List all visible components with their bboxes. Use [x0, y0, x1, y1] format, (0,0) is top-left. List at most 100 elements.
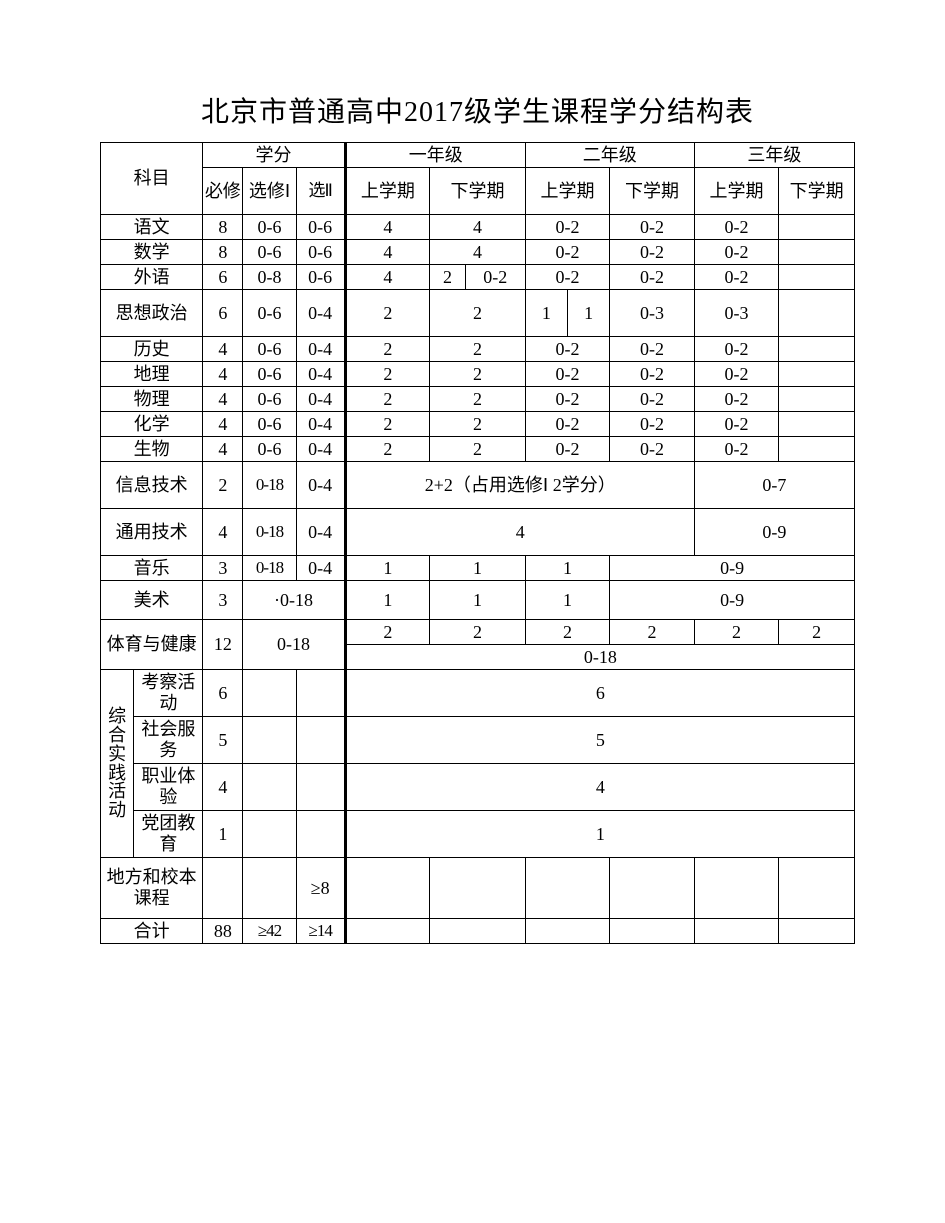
cell: 0-6 — [243, 337, 296, 362]
cell: 0-4 — [296, 462, 345, 509]
cell: 2 — [430, 387, 526, 412]
cell: 0-18 — [243, 462, 296, 509]
cell: 2 — [610, 620, 695, 645]
cell: 0-6 — [243, 362, 296, 387]
cell: 0-2 — [610, 437, 695, 462]
row-yinyue: 音乐 3 0-18 0-4 1 1 1 0-9 — [101, 556, 855, 581]
g3-s2: 下学期 — [779, 168, 855, 215]
subj-dili: 地理 — [101, 362, 203, 387]
row-tongyong: 通用技术 4 0-18 0-4 4 0-9 — [101, 509, 855, 556]
row-xinxi: 信息技术 2 0-18 0-4 2+2（占用选修Ⅰ 2学分） 0-7 — [101, 462, 855, 509]
cell: 8 — [203, 215, 243, 240]
cell — [203, 858, 243, 919]
cell: 6 — [345, 670, 854, 717]
cell — [525, 919, 610, 944]
cell: 0-9 — [610, 556, 855, 581]
cell — [779, 919, 855, 944]
row-yuwen: 语文 8 0-6 0-6 4 4 0-2 0-2 0-2 — [101, 215, 855, 240]
cell: 2 — [430, 337, 526, 362]
cell: 0-2 — [610, 387, 695, 412]
cell: 0-18 — [243, 509, 296, 556]
row-zonghe-shehui: 社会服务 5 5 — [101, 717, 855, 764]
cell: 4 — [345, 265, 430, 290]
cell: 0-4 — [296, 509, 345, 556]
cell: 0-2 — [525, 265, 610, 290]
cell: 0-2 — [694, 240, 779, 265]
row-dili: 地理 4 0-6 0-4 2 2 0-2 0-2 0-2 — [101, 362, 855, 387]
cell: 0-3 — [610, 290, 695, 337]
col-g1: 一年级 — [345, 143, 525, 168]
cell: 0-6 — [243, 387, 296, 412]
cell: 1 — [345, 556, 430, 581]
row-zonghe-zhiye: 职业体验 4 4 — [101, 764, 855, 811]
col-req: 必修 — [203, 168, 243, 215]
cell: 0-2 — [694, 437, 779, 462]
col-g2: 二年级 — [525, 143, 694, 168]
cell: 0-6 — [243, 437, 296, 462]
cell: 2 — [430, 290, 526, 337]
cell — [430, 919, 526, 944]
cell: 0-3 — [694, 290, 779, 337]
cell: 2 — [345, 387, 430, 412]
row-waiyu: 外语 6 0-8 0-6 4 2 0-2 0-2 0-2 0-2 — [101, 265, 855, 290]
subj-dangtuan: 党团教育 — [134, 811, 203, 858]
cell: 0-2 — [694, 265, 779, 290]
cell: 4 — [430, 240, 526, 265]
cell: 0-2 — [694, 412, 779, 437]
cell: 0-2 — [525, 240, 610, 265]
cell: 0-18 — [345, 645, 854, 670]
cell: 1 — [345, 811, 854, 858]
cell — [243, 717, 296, 764]
credit-table: 科目 学分 一年级 二年级 三年级 必修 选修Ⅰ 选Ⅱ 上学期 下学期 上学期 … — [100, 142, 855, 944]
cell — [430, 858, 526, 919]
row-wuli: 物理 4 0-6 0-4 2 2 0-2 0-2 0-2 — [101, 387, 855, 412]
cell: 4 — [203, 337, 243, 362]
col-elec2: 选Ⅱ — [296, 168, 345, 215]
cell: 0-4 — [296, 387, 345, 412]
cell: 1 — [525, 290, 567, 337]
subj-kaocha: 考察活动 — [134, 670, 203, 717]
cell: 2 — [525, 620, 610, 645]
cell: 2 — [430, 412, 526, 437]
cell: 0-6 — [243, 290, 296, 337]
cell: 0-18 — [243, 556, 296, 581]
cell: 0-2 — [610, 240, 695, 265]
subj-difang: 地方和校本课程 — [101, 858, 203, 919]
col-subject: 科目 — [101, 143, 203, 215]
row-meishu: 美术 3 ·0-18 1 1 1 0-9 — [101, 581, 855, 620]
cell: 1 — [203, 811, 243, 858]
cell: 2 — [430, 620, 526, 645]
cell: 0-2 — [525, 215, 610, 240]
cell: 0-2 — [610, 265, 695, 290]
cell: 3 — [203, 556, 243, 581]
header-row-1: 科目 学分 一年级 二年级 三年级 — [101, 143, 855, 168]
cell: 0-7 — [694, 462, 854, 509]
cell: 0-8 — [243, 265, 296, 290]
cell: ·0-18 — [243, 581, 345, 620]
cell: 2 — [345, 620, 430, 645]
cell — [296, 764, 345, 811]
cell: 2 — [345, 337, 430, 362]
g1-s2: 下学期 — [430, 168, 526, 215]
cell: 3 — [203, 581, 243, 620]
cell: 0-2 — [694, 215, 779, 240]
cell: 0-2 — [694, 362, 779, 387]
subj-waiyu: 外语 — [101, 265, 203, 290]
row-sixiang: 思想政治 6 0-6 0-4 2 2 1 1 0-3 0-3 — [101, 290, 855, 337]
cell: 0-6 — [296, 265, 345, 290]
cell: 12 — [203, 620, 243, 670]
cell: 2 — [345, 362, 430, 387]
col-elec1: 选修Ⅰ — [243, 168, 296, 215]
row-difang: 地方和校本课程 ≥8 — [101, 858, 855, 919]
cell: 0-2 — [525, 337, 610, 362]
g2-s2: 下学期 — [610, 168, 695, 215]
row-lishi: 历史 4 0-6 0-4 2 2 0-2 0-2 0-2 — [101, 337, 855, 362]
cell — [779, 412, 855, 437]
subj-shuxue: 数学 — [101, 240, 203, 265]
cell: 88 — [203, 919, 243, 944]
cell: 0-2 — [525, 412, 610, 437]
cell: 0-4 — [296, 337, 345, 362]
cell: 1 — [345, 581, 430, 620]
cell: 2 — [430, 265, 466, 290]
cell: 1 — [525, 556, 610, 581]
